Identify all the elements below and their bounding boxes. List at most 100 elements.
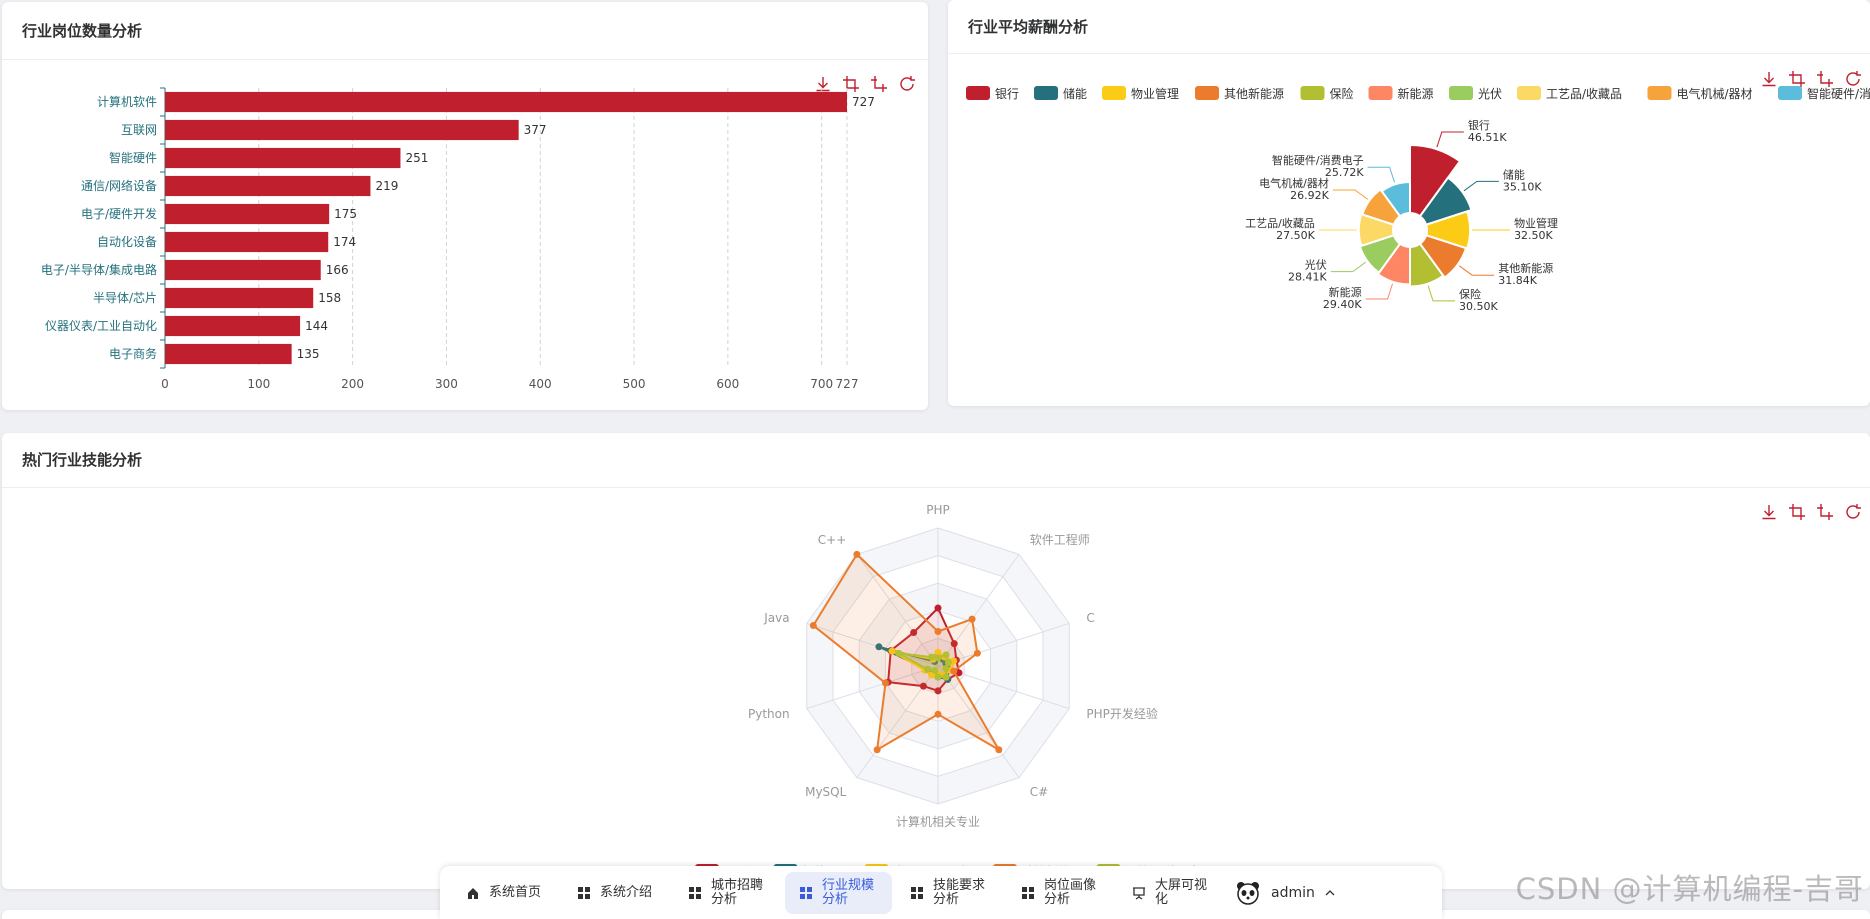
x-tick-label: 400 [529, 377, 552, 391]
chart-toolbox [1760, 503, 1862, 521]
nav-item-label: 系统介绍 [600, 884, 653, 900]
radar-point [910, 629, 918, 637]
slice-value-label: 29.40K [1323, 298, 1362, 311]
bar-value-label: 144 [305, 319, 328, 333]
nav-item[interactable]: 岗位画像分析 [1007, 872, 1114, 914]
presentation-icon [1133, 886, 1145, 900]
radar-point [934, 654, 942, 662]
radar-point [924, 665, 932, 673]
bar [165, 231, 329, 253]
bar-value-label: 174 [333, 235, 356, 249]
category-label: 智能硬件 [109, 150, 157, 165]
nav-item[interactable]: 技能要求分析 [896, 872, 1003, 914]
zoom-reset-icon[interactable] [1816, 70, 1834, 88]
bar [165, 91, 847, 113]
legend-swatch [1449, 86, 1473, 100]
radar-series [884, 604, 963, 695]
zoom-icon[interactable] [1788, 70, 1806, 88]
x-tick-label: 200 [341, 377, 364, 391]
radar-axis [806, 665, 939, 710]
radar-axis [937, 554, 1020, 667]
legend-label: 电气机械/器材 [1677, 86, 1753, 101]
zoom-reset-icon[interactable] [1816, 503, 1834, 521]
radar-point [942, 673, 950, 681]
radar-point [934, 673, 942, 681]
radar-chart-title: 热门行业技能分析 [2, 433, 1870, 488]
radar-point [888, 647, 896, 655]
pie-chart-title: 行业平均薪酬分析 [948, 0, 1870, 54]
bar-chart-title: 行业岗位数量分析 [2, 2, 928, 60]
nav-item[interactable]: 大屏可视化 [1118, 872, 1225, 914]
indicator-label: C [1086, 611, 1094, 625]
label-leader-line [1332, 189, 1369, 200]
radar-axis [937, 665, 1020, 778]
indicator-label: PHP开发经验 [1086, 706, 1158, 721]
radar-point [942, 665, 950, 673]
nav-item[interactable]: 城市招聘分析 [674, 872, 781, 914]
legend-item: 物业管理 [1102, 86, 1179, 101]
chart-toolbox [1760, 70, 1862, 88]
legend-label: 储能 [1063, 86, 1087, 101]
radar-point [955, 669, 963, 677]
slice-value-label: 30.50K [1459, 300, 1498, 313]
bar-value-label: 219 [375, 179, 398, 193]
indicator-label: Python [748, 707, 790, 721]
x-tick-label: 600 [716, 377, 739, 391]
legend-swatch [966, 86, 990, 100]
pie-slice [1380, 180, 1411, 218]
restore-icon[interactable] [1844, 503, 1862, 521]
radar-chart: PHP 软件工程师 C PHP开发经验 C# 计算机相关专业 MySQL Python Java… [695, 503, 1202, 879]
restore-icon[interactable] [898, 75, 916, 93]
radar-point [853, 550, 861, 558]
zoom-reset-icon[interactable] [870, 75, 888, 93]
user-menu[interactable]: admin [1235, 880, 1335, 906]
radar-point [809, 621, 817, 629]
bar [165, 315, 301, 337]
nav-item-label: 城市招聘分析 [711, 877, 764, 907]
nav-item-label: 系统首页 [489, 884, 542, 900]
legend-item: 光伏 [1449, 86, 1502, 101]
radar-point [895, 649, 903, 657]
indicator-label: C++ [818, 533, 847, 547]
nav-item[interactable]: 系统介绍 [563, 872, 670, 914]
pie-slice [1418, 233, 1468, 280]
nav-item[interactable]: 系统首页 [452, 872, 559, 914]
slice-value-label: 28.41K [1288, 271, 1327, 284]
label-leader-line [1427, 285, 1456, 302]
radar-point [934, 628, 942, 635]
download-icon[interactable] [1760, 70, 1778, 88]
avatar [1237, 881, 1259, 905]
indicator-label: PHP [926, 503, 950, 517]
indicator-label: Java [763, 611, 789, 625]
radar-point [928, 653, 936, 661]
label-leader-line [1458, 265, 1495, 276]
radar-point [968, 615, 976, 623]
zoom-icon[interactable] [1788, 503, 1806, 521]
radar-point [875, 643, 883, 651]
nav-item[interactable]: 行业规模分析 [785, 871, 892, 914]
home-icon [468, 887, 478, 899]
bar-chart-card: 行业岗位数量分析 0 100 200 300 400 500 600 700 727 计算机软件 7… [2, 2, 928, 410]
legend-item: 储能 [1034, 86, 1087, 101]
bar [165, 175, 371, 197]
slice-value-label: 31.84K [1498, 274, 1537, 287]
legend-swatch [1195, 86, 1219, 100]
download-icon[interactable] [1760, 503, 1778, 521]
bar [165, 203, 330, 225]
legend-label: 保险 [1330, 86, 1354, 101]
grid-icon [689, 886, 701, 899]
category-label: 仪器仪表/工业自动化 [45, 319, 157, 333]
chevron-up-icon [1325, 889, 1335, 895]
bar-value-label: 158 [318, 291, 341, 305]
download-icon[interactable] [814, 75, 832, 93]
bar [165, 119, 519, 141]
radar-point [934, 687, 942, 695]
legend-swatch [1517, 86, 1541, 100]
nav-item-label: 行业规模分析 [822, 877, 875, 907]
restore-icon[interactable] [1844, 70, 1862, 88]
bottom-nav: 系统首页 系统介绍 城市招聘分析 行业规模分析 技能要求分析 岗位画像分析 大屏可视化 adm… [440, 866, 1442, 919]
indicator-label: 软件工程师 [1030, 532, 1090, 547]
legend-item: 工艺品/收藏品 [1517, 86, 1622, 101]
slice-name-label: 新能源 [1329, 285, 1362, 299]
bar-value-label: 135 [297, 347, 320, 361]
